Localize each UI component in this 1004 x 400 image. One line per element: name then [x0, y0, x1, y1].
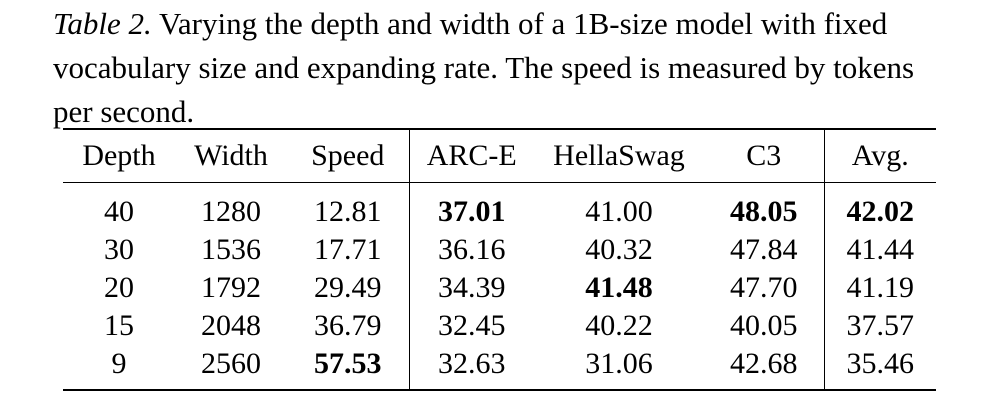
cell-width: 1792 [201, 271, 261, 304]
cell-hellaswag: 41.00 [585, 195, 653, 228]
cell-speed: 29.49 [287, 269, 410, 307]
cell-arc-e: 34.39 [438, 271, 506, 304]
cell-hellaswag: 41.48 [585, 271, 653, 304]
cell-speed: 17.71 [287, 231, 410, 269]
cell-hellaswag: 40.32 [585, 233, 653, 266]
table-row: 15 2048 36.79 32.45 40.22 40.05 37.57 [63, 307, 936, 345]
cell-arc-e: 32.63 [409, 345, 534, 391]
cell-depth: 15 [104, 309, 134, 342]
cell-arc-e: 36.16 [438, 233, 506, 266]
cell-hellaswag: 31.06 [534, 345, 704, 391]
cell-depth: 20 [104, 271, 134, 304]
cell-hellaswag: 40.22 [585, 309, 653, 342]
table-caption: Table 2. Varying the depth and width of … [53, 2, 953, 134]
header-speed: Speed [287, 128, 410, 183]
header-avg: Avg. [824, 128, 936, 183]
cell-avg: 41.19 [846, 271, 915, 304]
cell-depth: 30 [104, 233, 134, 266]
caption-text: Varying the depth and width of a 1B-size… [53, 6, 915, 129]
cell-width: 1536 [201, 233, 261, 266]
cell-speed: 36.79 [287, 307, 410, 345]
cell-width: 1280 [201, 195, 261, 228]
results-table: Depth Width Speed ARC-E HellaSwag C3 Avg… [63, 128, 936, 391]
header-depth: Depth [63, 128, 175, 183]
header-width: Width [175, 128, 287, 183]
cell-depth: 9 [63, 345, 175, 391]
cell-c3: 42.68 [704, 345, 825, 391]
cell-c3: 48.05 [704, 182, 825, 231]
cell-speed: 12.81 [287, 182, 410, 231]
cell-avg: 42.02 [846, 195, 915, 228]
caption-label: Table 2. [53, 6, 152, 41]
cell-c3: 47.84 [704, 231, 825, 269]
cell-arc-e: 32.45 [438, 309, 506, 342]
cell-width: 2048 [201, 309, 261, 342]
cell-avg: 41.44 [846, 233, 915, 266]
header-c3: C3 [704, 128, 825, 183]
table-header-row: Depth Width Speed ARC-E HellaSwag C3 Avg… [63, 128, 936, 183]
header-hellaswag: HellaSwag [534, 128, 704, 183]
cell-arc-e: 37.01 [438, 195, 506, 228]
table-row: 30 1536 17.71 36.16 40.32 47.84 41.44 [63, 231, 936, 269]
cell-avg: 37.57 [846, 309, 915, 342]
cell-c3: 40.05 [704, 307, 825, 345]
table-row: 9 2560 57.53 32.63 31.06 42.68 35.46 [63, 345, 936, 391]
header-arc-e: ARC-E [409, 128, 534, 183]
cell-speed: 57.53 [287, 345, 410, 391]
table-row: 40 1280 12.81 37.01 41.00 48.05 42.02 [63, 182, 936, 231]
cell-avg: 35.46 [824, 345, 936, 391]
cell-c3: 47.70 [704, 269, 825, 307]
cell-depth: 40 [104, 195, 134, 228]
results-table-container: Depth Width Speed ARC-E HellaSwag C3 Avg… [63, 128, 936, 391]
table-row: 20 1792 29.49 34.39 41.48 47.70 41.19 [63, 269, 936, 307]
cell-width: 2560 [175, 345, 287, 391]
